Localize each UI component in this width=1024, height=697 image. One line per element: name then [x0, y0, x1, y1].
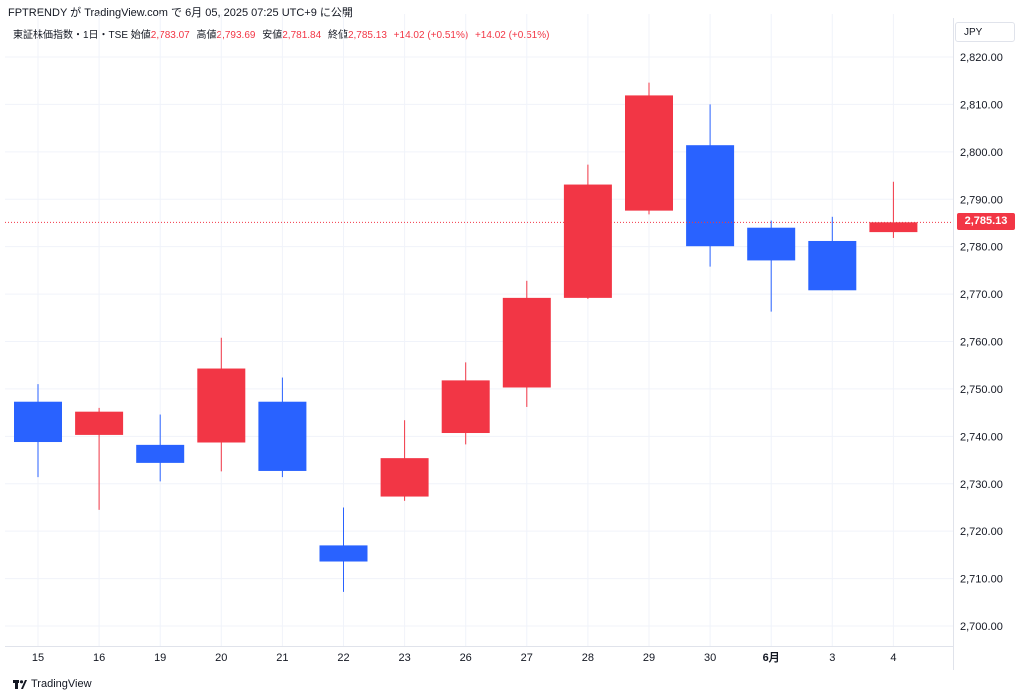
- y-tick-label: 2,770.00: [960, 289, 1003, 301]
- y-tick-label: 2,790.00: [960, 194, 1003, 206]
- candle-body: [869, 222, 918, 233]
- x-tick-label: 4: [890, 652, 896, 664]
- y-tick-label: 2,820.00: [960, 52, 1003, 64]
- x-tick-label: 22: [337, 652, 349, 664]
- x-tick-label: 6月: [763, 651, 780, 664]
- y-tick-label: 2,700.00: [960, 621, 1003, 633]
- change-value: +14.02 (+0.51%): [393, 30, 469, 41]
- tradingview-brand[interactable]: TradingView: [13, 678, 92, 690]
- y-tick-label: 2,720.00: [960, 526, 1003, 538]
- open-label: 始値: [130, 30, 151, 41]
- candle-body: [502, 297, 551, 388]
- x-tick-label: 3: [829, 652, 835, 664]
- time-axis: 15 16 19 20 21 22 23 26 27 28 29 30 6月 3 4: [32, 651, 897, 664]
- high-label: 高値: [196, 30, 217, 41]
- candle-body: [319, 545, 368, 562]
- tradingview-logo-icon: [13, 679, 27, 689]
- candle-body: [747, 227, 796, 261]
- candle-body: [625, 95, 673, 211]
- x-tick-label: 16: [93, 652, 105, 664]
- candle-body: [136, 444, 185, 463]
- symbol-label[interactable]: 東証株価指数・1日・TSE: [13, 30, 129, 41]
- candle-body: [197, 368, 246, 443]
- x-tick-label: 20: [215, 652, 227, 664]
- low-value: 2,781.84: [282, 30, 322, 41]
- y-tick-label: 2,750.00: [960, 384, 1003, 396]
- candle-body: [686, 145, 735, 247]
- candle-body: [14, 401, 62, 443]
- y-tick-label: 2,740.00: [960, 431, 1003, 443]
- x-tick-label: 29: [643, 652, 655, 664]
- price-axis: 2,700.00 2,710.00 2,720.00 2,730.00 2,740.00…: [960, 52, 1003, 633]
- y-tick-label: 2,780.00: [960, 242, 1003, 254]
- candle-body: [563, 184, 612, 298]
- ohlc-legend: 東証株価指数・1日・TSE 始値2,783.07 高値2,793.69 安値2,…: [13, 26, 553, 41]
- close-label: 終値: [327, 30, 348, 41]
- change-value-2: +14.02 (+0.51%): [474, 30, 550, 41]
- x-tick-label: 21: [276, 652, 288, 664]
- y-tick-label: 2,760.00: [960, 337, 1003, 349]
- y-tick-label: 2,800.00: [960, 147, 1003, 159]
- open-value: 2,783.07: [150, 30, 190, 41]
- x-tick-label: 27: [521, 652, 533, 664]
- x-tick-label: 23: [398, 652, 410, 664]
- low-label: 安値: [262, 30, 283, 41]
- currency-button[interactable]: JPY: [955, 22, 1015, 42]
- x-tick-label: 30: [704, 652, 716, 664]
- candle-body: [258, 401, 307, 471]
- x-tick-label: 26: [460, 652, 472, 664]
- y-tick-label: 2,730.00: [960, 479, 1003, 491]
- candles: [14, 82, 918, 592]
- candle-body: [441, 380, 490, 434]
- grid-lines: [5, 14, 954, 670]
- brand-name: TradingView: [31, 678, 92, 690]
- x-tick-label: 15: [32, 652, 44, 664]
- y-tick-label: 2,710.00: [960, 574, 1003, 586]
- close-value: 2,785.13: [347, 30, 387, 41]
- last-price-tag: 2,785.13: [957, 213, 1015, 230]
- x-tick-label: 19: [154, 652, 166, 664]
- x-tick-label: 28: [582, 652, 594, 664]
- candle-body: [380, 458, 429, 497]
- high-value: 2,793.69: [216, 30, 256, 41]
- publish-info: FPTRENDY が TradingView.com で 6月 05, 2025…: [8, 7, 353, 19]
- candlestick-chart[interactable]: 2,700.00 2,710.00 2,720.00 2,730.00 2,740.00…: [5, 0, 1020, 697]
- candle-body: [75, 411, 124, 435]
- chart-frame: FPTRENDY が TradingView.com で 6月 05, 2025…: [5, 0, 1020, 697]
- candle-body: [808, 240, 857, 291]
- y-tick-label: 2,810.00: [960, 99, 1003, 111]
